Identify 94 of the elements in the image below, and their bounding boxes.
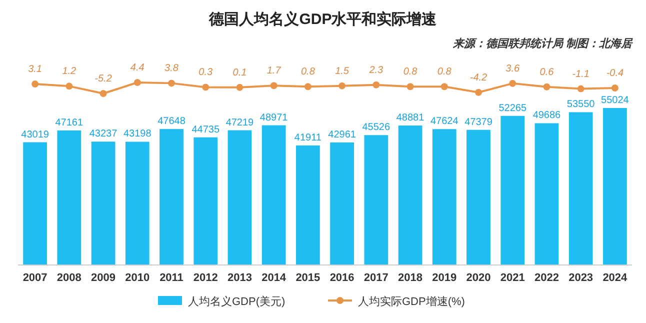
data-label: 1.2 bbox=[62, 66, 77, 78]
bar bbox=[57, 130, 82, 265]
data-label: 43198 bbox=[123, 128, 152, 140]
bar bbox=[364, 135, 388, 265]
x-tick-label: 2007 bbox=[22, 272, 48, 284]
bar bbox=[228, 130, 252, 265]
data-label: 4.4 bbox=[130, 62, 145, 74]
point bbox=[372, 81, 380, 88]
data-label: -1.1 bbox=[572, 68, 590, 80]
bar bbox=[603, 108, 627, 265]
data-label: 3.8 bbox=[164, 63, 179, 74]
bar bbox=[125, 142, 150, 265]
x-tick-label: 2008 bbox=[56, 272, 82, 284]
bar bbox=[500, 116, 525, 265]
data-label: 42961 bbox=[328, 129, 356, 140]
data-label: 47379 bbox=[464, 116, 493, 128]
data-label: 47219 bbox=[226, 117, 254, 128]
point bbox=[32, 80, 39, 88]
point bbox=[168, 80, 175, 87]
bar bbox=[160, 129, 184, 265]
x-tick-label: 2020 bbox=[466, 272, 491, 284]
point bbox=[475, 88, 482, 96]
data-label: 53550 bbox=[566, 99, 596, 110]
x-tick-label: 2022 bbox=[534, 272, 559, 284]
point bbox=[338, 82, 346, 90]
data-label: 52265 bbox=[498, 102, 527, 114]
x-tick-label: 2009 bbox=[91, 272, 116, 284]
data-label: 47624 bbox=[430, 116, 459, 128]
x-tick-label: 2021 bbox=[500, 272, 525, 284]
point bbox=[304, 83, 312, 90]
point bbox=[66, 82, 73, 90]
bar bbox=[534, 123, 559, 265]
bar bbox=[330, 142, 354, 265]
x-tick-label: 2024 bbox=[602, 272, 628, 284]
point bbox=[543, 83, 550, 90]
legend-label: 人均实际GDP增速(%) bbox=[358, 295, 465, 308]
bar bbox=[194, 137, 218, 265]
data-label: 49686 bbox=[532, 110, 562, 122]
x-tick-label: 2011 bbox=[160, 272, 184, 284]
data-label: 44735 bbox=[192, 124, 220, 136]
data-label: 2.3 bbox=[368, 64, 384, 76]
legend-label: 人均名义GDP(美元) bbox=[188, 295, 286, 308]
point bbox=[406, 83, 414, 90]
source-note: 来源：德国联邦统计局 制图：北海居 bbox=[452, 37, 633, 50]
point bbox=[134, 79, 141, 86]
data-label: 45526 bbox=[362, 122, 391, 134]
data-label: 47648 bbox=[158, 116, 186, 128]
bar bbox=[296, 145, 320, 265]
x-tick-label: 2017 bbox=[364, 272, 388, 284]
bar bbox=[398, 126, 422, 265]
data-label: -0.4 bbox=[606, 68, 624, 79]
data-label: 48881 bbox=[396, 112, 425, 124]
data-label: -5.2 bbox=[94, 74, 112, 84]
x-tick-label: 2023 bbox=[568, 272, 594, 284]
chart-title: 德国人均名义GDP水平和实际增速 bbox=[208, 10, 438, 28]
bar bbox=[23, 142, 47, 265]
x-tick-label: 2013 bbox=[227, 272, 252, 284]
data-label: 41911 bbox=[294, 132, 322, 144]
bar bbox=[262, 125, 286, 265]
x-tick-label: 2019 bbox=[432, 272, 457, 284]
data-label: 0.3 bbox=[198, 67, 213, 78]
data-label: 0.1 bbox=[232, 67, 247, 78]
data-label: 47161 bbox=[55, 117, 84, 128]
data-label: 1.5 bbox=[335, 66, 350, 77]
bar bbox=[432, 129, 456, 265]
bar bbox=[91, 142, 116, 265]
data-label: 0.8 bbox=[437, 66, 452, 78]
data-label: 1.7 bbox=[266, 66, 282, 77]
point bbox=[100, 90, 107, 97]
point bbox=[236, 84, 244, 91]
point bbox=[611, 84, 618, 92]
x-tick-label: 2018 bbox=[398, 272, 423, 284]
data-label: 48971 bbox=[260, 112, 288, 124]
point bbox=[202, 84, 210, 91]
x-tick-label: 2014 bbox=[262, 272, 287, 284]
data-label: 3.6 bbox=[506, 63, 520, 74]
data-label: 0.6 bbox=[540, 66, 554, 78]
data-label: 43019 bbox=[21, 129, 50, 140]
point bbox=[577, 85, 584, 92]
x-tick-label: 2012 bbox=[193, 272, 218, 284]
data-label: 3.1 bbox=[28, 64, 42, 75]
data-label: -4.2 bbox=[470, 72, 488, 84]
point bbox=[509, 80, 516, 87]
data-label: 0.8 bbox=[300, 66, 316, 78]
bar bbox=[466, 130, 490, 265]
bar bbox=[568, 112, 593, 265]
data-label: 0.8 bbox=[403, 66, 418, 78]
x-tick-label: 2016 bbox=[330, 272, 354, 284]
x-tick-label: 2010 bbox=[125, 272, 150, 284]
data-label: 43237 bbox=[89, 128, 118, 140]
point bbox=[440, 83, 448, 90]
data-label: 55024 bbox=[601, 95, 630, 106]
point bbox=[270, 82, 278, 90]
x-tick-label: 2015 bbox=[296, 272, 320, 284]
